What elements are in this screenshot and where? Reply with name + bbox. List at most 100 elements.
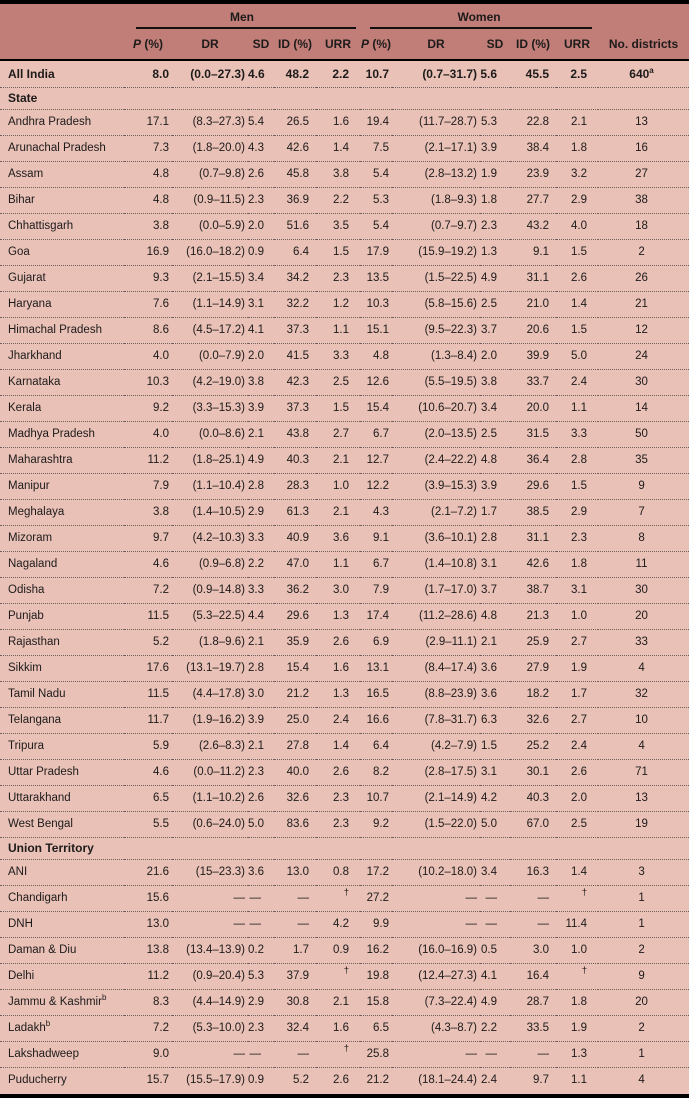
cell-men-dr: (4.4–17.8) (192, 688, 245, 700)
cell-men-id: 30.8 (286, 996, 309, 1008)
cell-women-p: 17.2 (366, 866, 390, 878)
row-label: Haryana (8, 298, 52, 310)
cell-men-urr: 2.3 (333, 818, 350, 830)
row-label: Chandigarh (8, 892, 68, 904)
cell-women-dr: (2.1–14.9) (424, 792, 478, 804)
cell-men-p: 11.5 (147, 688, 169, 700)
cell-districts: 35 (635, 454, 648, 466)
cell-men-sd: 0.9 (248, 1074, 264, 1087)
table-row: Uttarakhand 6.5 (1.1–10.2) 2.6 32.6 2.3 10.7 (2… (0, 785, 689, 811)
footnote-marker: b (45, 1019, 51, 1029)
cell-women-dr: (8.8–23.9) (424, 688, 478, 700)
cell-women-dr: (9.5–22.3) (424, 324, 478, 336)
cell-men-id: 37.3 (286, 324, 309, 336)
cell-men-id: 34.2 (286, 272, 309, 284)
cell-men-id: 6.4 (293, 246, 309, 258)
cell-men-dr: (0.0–27.3) (190, 66, 245, 81)
cell-men-sd: 2.8 (248, 662, 264, 674)
cell-men-p: 11.5 (147, 610, 169, 622)
cell-men-id: 15.4 (286, 662, 309, 674)
cell-districts: 21 (635, 298, 648, 310)
table-row: Karnataka 10.3 (4.2–19.0) 3.8 42.3 2.5 12.6 (5.… (0, 369, 689, 395)
cell-men-id: — (297, 918, 310, 930)
cell-women-p: 25.8 (366, 1048, 390, 1060)
cell-women-id: 38.4 (526, 142, 550, 154)
cell-men-sd: 2.3 (248, 766, 264, 778)
cell-women-dr: (11.7–28.7) (419, 116, 478, 128)
cell-districts: 3 (638, 866, 645, 878)
cell-women-sd: 6.3 (481, 714, 498, 726)
cell-women-urr: 2.8 (571, 454, 588, 466)
cell-men-dr: (0.0–11.2) (193, 766, 245, 778)
cell-men-dr: (1.1–10.2) (192, 792, 245, 804)
cell-women-p: 19.4 (366, 116, 390, 128)
col-header-districts: No. districts (598, 29, 689, 61)
cell-women-sd: 1.7 (481, 506, 498, 518)
cell-men-sd: 0.2 (248, 944, 264, 956)
row-label: Madhya Pradesh (8, 428, 95, 440)
cell-districts: 1 (638, 918, 645, 930)
cell-women-p: 10.7 (366, 792, 390, 804)
cell-districts: 11 (635, 558, 648, 570)
cell-men-sd: 2.0 (248, 350, 264, 362)
cell-women-p: 12.2 (366, 480, 390, 492)
col-header-men-sd: SD (248, 29, 274, 61)
cell-women-p: 6.7 (373, 558, 390, 570)
cell-men-id: 32.4 (286, 1022, 309, 1034)
cell-women-urr: 2.9 (571, 506, 588, 518)
cell-women-urr: 1.9 (571, 662, 588, 674)
cell-men-p: 9.3 (153, 272, 169, 284)
cell-women-sd: 2.0 (481, 350, 498, 362)
cell-men-urr: 1.3 (333, 610, 350, 622)
cell-women-p: 4.3 (373, 506, 390, 518)
cell-men-id: 51.6 (286, 220, 309, 232)
cell-men-id: 35.9 (286, 636, 309, 648)
cell-men-dr: (0.9–20.4) (192, 970, 245, 982)
cell-women-id: 22.8 (526, 116, 550, 128)
table-row: Chandigarh 15.6— — — † 27.2— — — † 1 (0, 885, 689, 911)
cell-women-dr: (4.3–8.7) (430, 1022, 478, 1034)
cell-women-dr: (2.0–13.5) (424, 428, 478, 440)
cell-men-sd: 4.9 (248, 454, 264, 466)
table-row: Odisha 7.2 (0.9–14.8) 3.3 36.2 3.0 7.9 (1.7–17.… (0, 577, 689, 603)
cell-men-sd: 3.0 (248, 688, 264, 700)
cell-women-id: 25.2 (526, 740, 550, 752)
table-row: Haryana 7.6 (1.1–14.9) 3.1 32.2 1.2 10.3 (5.8–1… (0, 291, 689, 317)
cell-women-id: 36.4 (526, 454, 550, 466)
cell-men-dr: (13.1–19.7) (186, 662, 245, 674)
row-label: Himachal Pradesh (8, 324, 102, 336)
row-label: Ladakhb (8, 1019, 51, 1034)
cell-men-dr: (1.8–20.0) (192, 142, 245, 154)
cell-women-urr: 3.2 (571, 168, 588, 180)
cell-districts: 33 (635, 636, 648, 648)
cell-districts: 13 (635, 116, 648, 128)
cell-men-sd: 4.6 (248, 66, 265, 81)
cell-women-p: 13.5 (366, 272, 390, 284)
cell-men-p: 5.2 (153, 636, 169, 648)
dagger-icon: † (343, 965, 350, 977)
cell-women-dr: — (465, 1048, 478, 1060)
cell-districts: 2 (638, 944, 645, 956)
cell-men-urr: 1.3 (333, 688, 350, 700)
cell-districts: 4 (638, 662, 645, 674)
cell-men-p: 7.2 (153, 1022, 169, 1034)
cell-women-urr: 1.0 (571, 610, 588, 622)
cell-women-urr: 1.9 (571, 1022, 588, 1034)
row-label: All India (8, 66, 55, 81)
cell-men-dr: (4.2–10.3) (192, 532, 245, 544)
row-label: Mizoram (8, 532, 53, 544)
cell-men-p: 9.0 (153, 1048, 169, 1060)
row-label: Daman & Diu (8, 944, 77, 956)
cell-women-p: 17.4 (366, 610, 390, 622)
cell-men-urr: 2.2 (332, 66, 350, 81)
row-label: Tripura (8, 740, 44, 752)
cell-women-dr: (4.2–7.9) (430, 740, 478, 752)
table-row: Jharkhand 4.0 (0.0–7.9) 2.0 41.5 3.3 4.8 (1.3–8… (0, 343, 689, 369)
cell-women-id: 16.3 (526, 866, 550, 878)
cell-men-p: 7.6 (153, 298, 169, 310)
cell-districts: 18 (635, 220, 648, 232)
cell-men-dr: (4.2–19.0) (192, 376, 245, 388)
cell-men-urr: 1.5 (333, 402, 350, 414)
cell-women-sd: 4.1 (481, 970, 498, 982)
dagger-icon: † (343, 887, 350, 899)
